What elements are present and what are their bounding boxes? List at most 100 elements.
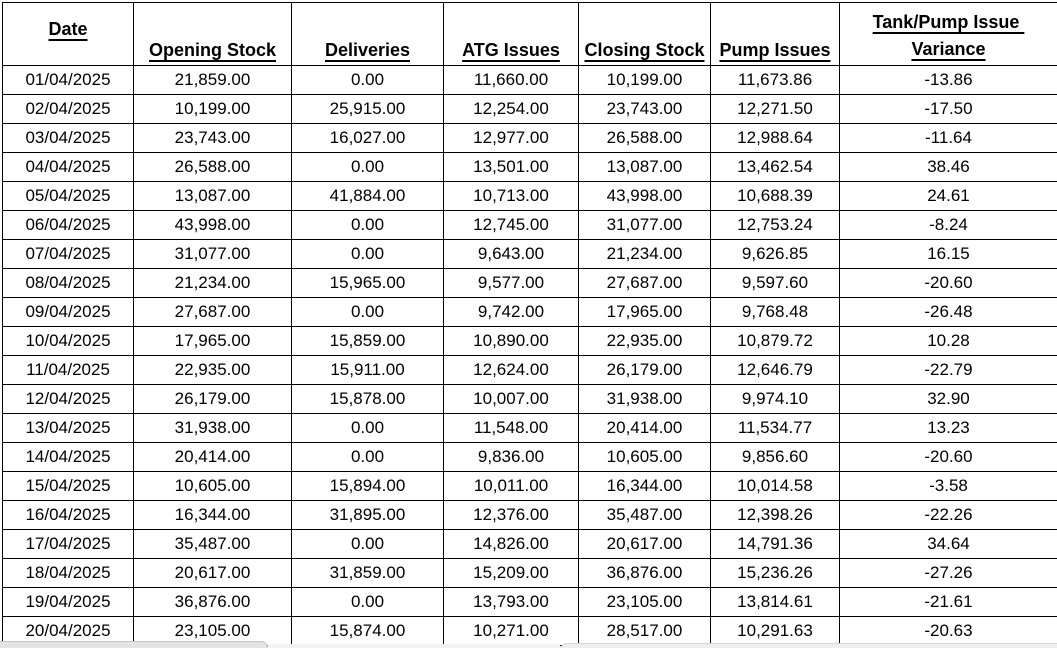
cell-deliveries[interactable]: 15,894.00: [291, 471, 444, 501]
cell-opening_stock[interactable]: 21,859.00: [133, 65, 292, 95]
cell-variance[interactable]: -22.79: [839, 355, 1057, 385]
cell-opening_stock[interactable]: 27,687.00: [133, 297, 292, 327]
cell-pump_issues[interactable]: 13,462.54: [710, 152, 840, 182]
cell-opening_stock[interactable]: 31,077.00: [133, 239, 292, 269]
cell-date[interactable]: 10/04/2025: [2, 326, 134, 356]
cell-pump_issues[interactable]: 9,597.60: [710, 268, 840, 298]
cell-atg_issues[interactable]: 13,793.00: [443, 587, 579, 617]
cell-opening_stock[interactable]: 26,179.00: [133, 384, 292, 414]
cell-date[interactable]: 05/04/2025: [2, 181, 134, 211]
cell-pump_issues[interactable]: 12,988.64: [710, 123, 840, 153]
cell-variance[interactable]: 13.23: [839, 413, 1057, 443]
cell-closing_stock[interactable]: 17,965.00: [578, 297, 711, 327]
cell-atg_issues[interactable]: 11,548.00: [443, 413, 579, 443]
cell-variance[interactable]: -13.86: [839, 65, 1057, 95]
cell-closing_stock[interactable]: 10,199.00: [578, 65, 711, 95]
cell-atg_issues[interactable]: 12,254.00: [443, 94, 579, 124]
cell-opening_stock[interactable]: 36,876.00: [133, 587, 292, 617]
cell-opening_stock[interactable]: 10,605.00: [133, 471, 292, 501]
cell-deliveries[interactable]: 15,874.00: [291, 616, 444, 646]
cell-variance[interactable]: -11.64: [839, 123, 1057, 153]
cell-opening_stock[interactable]: 22,935.00: [133, 355, 292, 385]
cell-opening_stock[interactable]: 16,344.00: [133, 500, 292, 530]
cell-atg_issues[interactable]: 9,836.00: [443, 442, 579, 472]
cell-variance[interactable]: 34.64: [839, 529, 1057, 559]
cell-variance[interactable]: -17.50: [839, 94, 1057, 124]
cell-variance[interactable]: -8.24: [839, 210, 1057, 240]
cell-atg_issues[interactable]: 10,271.00: [443, 616, 579, 646]
cell-date[interactable]: 01/04/2025: [2, 65, 134, 95]
cell-closing_stock[interactable]: 23,105.00: [578, 587, 711, 617]
cell-variance[interactable]: 38.46: [839, 152, 1057, 182]
cell-date[interactable]: 15/04/2025: [2, 471, 134, 501]
cell-variance[interactable]: 10.28: [839, 326, 1057, 356]
cell-opening_stock[interactable]: 21,234.00: [133, 268, 292, 298]
cell-deliveries[interactable]: 15,878.00: [291, 384, 444, 414]
cell-variance[interactable]: -3.58: [839, 471, 1057, 501]
column-header-deliveries[interactable]: Deliveries: [291, 2, 444, 66]
cell-atg_issues[interactable]: 14,826.00: [443, 529, 579, 559]
cell-closing_stock[interactable]: 16,344.00: [578, 471, 711, 501]
cell-date[interactable]: 08/04/2025: [2, 268, 134, 298]
cell-deliveries[interactable]: 15,965.00: [291, 268, 444, 298]
cell-opening_stock[interactable]: 10,199.00: [133, 94, 292, 124]
cell-closing_stock[interactable]: 26,588.00: [578, 123, 711, 153]
cell-atg_issues[interactable]: 10,890.00: [443, 326, 579, 356]
column-header-variance[interactable]: Tank/Pump Issue Variance: [839, 2, 1057, 66]
cell-deliveries[interactable]: 31,859.00: [291, 558, 444, 588]
cell-date[interactable]: 11/04/2025: [2, 355, 134, 385]
cell-closing_stock[interactable]: 13,087.00: [578, 152, 711, 182]
cell-opening_stock[interactable]: 31,938.00: [133, 413, 292, 443]
cell-deliveries[interactable]: 25,915.00: [291, 94, 444, 124]
cell-closing_stock[interactable]: 20,617.00: [578, 529, 711, 559]
cell-date[interactable]: 12/04/2025: [2, 384, 134, 414]
column-header-opening-stock[interactable]: Opening Stock: [133, 2, 292, 66]
cell-variance[interactable]: -20.60: [839, 268, 1057, 298]
cell-closing_stock[interactable]: 23,743.00: [578, 94, 711, 124]
column-header-date[interactable]: Date: [2, 2, 134, 66]
cell-pump_issues[interactable]: 10,291.63: [710, 616, 840, 646]
cell-atg_issues[interactable]: 9,643.00: [443, 239, 579, 269]
cell-pump_issues[interactable]: 14,791.36: [710, 529, 840, 559]
cell-atg_issues[interactable]: 13,501.00: [443, 152, 579, 182]
cell-date[interactable]: 06/04/2025: [2, 210, 134, 240]
cell-closing_stock[interactable]: 28,517.00: [578, 616, 711, 646]
cell-date[interactable]: 19/04/2025: [2, 587, 134, 617]
cell-date[interactable]: 02/04/2025: [2, 94, 134, 124]
cell-pump_issues[interactable]: 9,626.85: [710, 239, 840, 269]
cell-atg_issues[interactable]: 10,713.00: [443, 181, 579, 211]
cell-variance[interactable]: -22.26: [839, 500, 1057, 530]
cell-closing_stock[interactable]: 31,938.00: [578, 384, 711, 414]
cell-pump_issues[interactable]: 11,534.77: [710, 413, 840, 443]
cell-variance[interactable]: 24.61: [839, 181, 1057, 211]
cell-deliveries[interactable]: 0.00: [291, 442, 444, 472]
cell-opening_stock[interactable]: 13,087.00: [133, 181, 292, 211]
cell-deliveries[interactable]: 15,911.00: [291, 355, 444, 385]
cell-closing_stock[interactable]: 10,605.00: [578, 442, 711, 472]
cell-date[interactable]: 03/04/2025: [2, 123, 134, 153]
cell-pump_issues[interactable]: 12,271.50: [710, 94, 840, 124]
cell-pump_issues[interactable]: 9,768.48: [710, 297, 840, 327]
cell-deliveries[interactable]: 0.00: [291, 210, 444, 240]
cell-variance[interactable]: -21.61: [839, 587, 1057, 617]
cell-closing_stock[interactable]: 26,179.00: [578, 355, 711, 385]
cell-opening_stock[interactable]: 20,617.00: [133, 558, 292, 588]
cell-deliveries[interactable]: 0.00: [291, 587, 444, 617]
cell-atg_issues[interactable]: 11,660.00: [443, 65, 579, 95]
cell-closing_stock[interactable]: 21,234.00: [578, 239, 711, 269]
cell-variance[interactable]: -26.48: [839, 297, 1057, 327]
cell-pump_issues[interactable]: 12,398.26: [710, 500, 840, 530]
cell-variance[interactable]: -20.63: [839, 616, 1057, 646]
cell-deliveries[interactable]: 41,884.00: [291, 181, 444, 211]
cell-deliveries[interactable]: 31,895.00: [291, 500, 444, 530]
cell-date[interactable]: 18/04/2025: [2, 558, 134, 588]
cell-deliveries[interactable]: 0.00: [291, 239, 444, 269]
cell-pump_issues[interactable]: 15,236.26: [710, 558, 840, 588]
cell-variance[interactable]: 32.90: [839, 384, 1057, 414]
cell-atg_issues[interactable]: 10,007.00: [443, 384, 579, 414]
cell-atg_issues[interactable]: 12,745.00: [443, 210, 579, 240]
cell-date[interactable]: 07/04/2025: [2, 239, 134, 269]
cell-pump_issues[interactable]: 10,014.58: [710, 471, 840, 501]
cell-opening_stock[interactable]: 43,998.00: [133, 210, 292, 240]
cell-date[interactable]: 13/04/2025: [2, 413, 134, 443]
